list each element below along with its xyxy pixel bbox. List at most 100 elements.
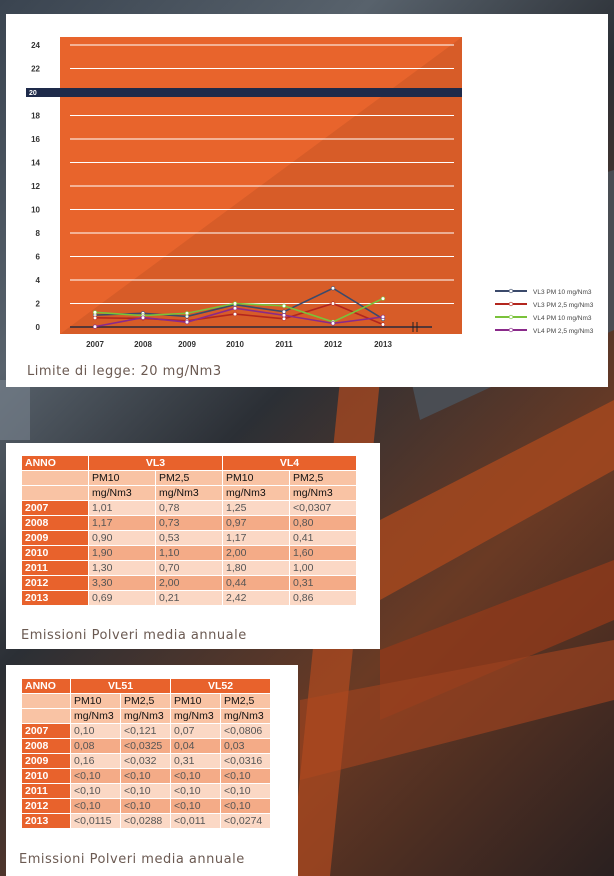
table-row: 2009 0,16 <0,032 0,31 <0,0316 bbox=[21, 753, 271, 769]
table-cell: <0,011 bbox=[170, 813, 221, 829]
table-cell: 0,04 bbox=[170, 738, 221, 754]
table-unit-header: mg/Nm3 bbox=[289, 485, 357, 501]
table-row: 2010 <0,10 <0,10 <0,10 <0,10 bbox=[21, 768, 271, 784]
table-cell: 0,70 bbox=[155, 560, 223, 576]
table-year: 2011 bbox=[21, 560, 89, 576]
x-tick-label: 2009 bbox=[178, 340, 196, 349]
table-year: 2013 bbox=[21, 590, 89, 606]
y-tick-label: 6 bbox=[36, 253, 41, 262]
data-point bbox=[232, 301, 238, 306]
table-year: 2012 bbox=[21, 798, 71, 814]
table-pm-header: PM10 bbox=[170, 693, 221, 709]
limit-label: 20 bbox=[29, 90, 37, 97]
table-cell: <0,10 bbox=[70, 783, 121, 799]
table-cell: 2,00 bbox=[222, 545, 290, 561]
table-row: 2008 0,08 <0,0325 0,04 0,03 bbox=[21, 738, 271, 754]
y-tick-label: 12 bbox=[31, 182, 40, 191]
table-pm-header: PM10 bbox=[88, 470, 156, 486]
table-row: 2012 <0,10 <0,10 <0,10 <0,10 bbox=[21, 798, 271, 814]
table-cell: <0,10 bbox=[120, 798, 171, 814]
table-blank-cell bbox=[21, 693, 71, 709]
table-cell: <0,032 bbox=[120, 753, 171, 769]
data-point bbox=[140, 315, 146, 320]
table-cell: 3,30 bbox=[88, 575, 156, 591]
table-year: 2013 bbox=[21, 813, 71, 829]
table-unit-header: mg/Nm3 bbox=[155, 485, 223, 501]
table-cell: <0,10 bbox=[170, 783, 221, 799]
legend-marker bbox=[508, 301, 514, 307]
table-cell: 1,17 bbox=[88, 515, 156, 531]
table-year: 2007 bbox=[21, 500, 89, 516]
table-cell: 0,21 bbox=[155, 590, 223, 606]
table-cell: 0,03 bbox=[220, 738, 271, 754]
table-pm-header: PM10 bbox=[70, 693, 121, 709]
table-header-group: VL51 bbox=[70, 678, 171, 694]
table1-card: ANNO VL3 VL4 PM10 PM2,5 PM10 PM2,5 mg/Nm… bbox=[6, 443, 380, 649]
table-cell: 1,80 bbox=[222, 560, 290, 576]
table-cell: <0,0274 bbox=[220, 813, 271, 829]
data-point bbox=[380, 314, 386, 319]
data-point bbox=[281, 309, 287, 314]
table-cell: 0,69 bbox=[88, 590, 156, 606]
table-cell: <0,0115 bbox=[70, 813, 121, 829]
table-unit-header: mg/Nm3 bbox=[222, 485, 290, 501]
table-row: 2010 1,90 1,10 2,00 1,60 bbox=[21, 545, 357, 561]
table-cell: <0,10 bbox=[220, 798, 271, 814]
table-row: 2012 3,30 2,00 0,44 0,31 bbox=[21, 575, 357, 591]
table-cell: 1,25 bbox=[222, 500, 290, 516]
x-tick-label: 2010 bbox=[226, 340, 244, 349]
legend-marker bbox=[508, 327, 514, 333]
table-blank-cell bbox=[21, 708, 71, 724]
table2-caption: Emissioni Polveri media annuale bbox=[19, 852, 245, 867]
data-point bbox=[92, 324, 98, 329]
table-cell: 2,42 bbox=[222, 590, 290, 606]
x-tick-label: 2012 bbox=[324, 340, 342, 349]
table-header-group: VL4 bbox=[222, 455, 357, 471]
data-point bbox=[92, 315, 98, 320]
data-point bbox=[232, 306, 238, 311]
emissions-table-vl3-vl4: ANNO VL3 VL4 PM10 PM2,5 PM10 PM2,5 mg/Nm… bbox=[21, 455, 357, 606]
table-cell: 1,60 bbox=[289, 545, 357, 561]
table-unit-header: mg/Nm3 bbox=[120, 708, 171, 724]
table-pm-header: PM10 bbox=[222, 470, 290, 486]
table2-card: ANNO VL51 VL52 PM10 PM2,5 PM10 PM2,5 mg/… bbox=[6, 665, 298, 876]
data-point bbox=[92, 310, 98, 315]
table-cell: <0,0325 bbox=[120, 738, 171, 754]
legend-marker bbox=[508, 314, 514, 320]
table-cell: <0,10 bbox=[170, 768, 221, 784]
table-cell: <0,0307 bbox=[289, 500, 357, 516]
x-tick-label: 2008 bbox=[134, 340, 152, 349]
data-point bbox=[184, 320, 190, 325]
table-year: 2011 bbox=[21, 783, 71, 799]
table-cell: 0,53 bbox=[155, 530, 223, 546]
table-year: 2007 bbox=[21, 723, 71, 739]
table-header-group: VL3 bbox=[88, 455, 223, 471]
table-unit-header: mg/Nm3 bbox=[220, 708, 271, 724]
x-tick-label: 2011 bbox=[275, 340, 293, 349]
table-pm-header: PM2,5 bbox=[120, 693, 171, 709]
table-year: 2008 bbox=[21, 738, 71, 754]
table-year: 2009 bbox=[21, 530, 89, 546]
table-cell: 1,17 bbox=[222, 530, 290, 546]
table-row: 2011 <0,10 <0,10 <0,10 <0,10 bbox=[21, 783, 271, 799]
table-unit-header: mg/Nm3 bbox=[88, 485, 156, 501]
table-row: 2013 <0,0115 <0,0288 <0,011 <0,0274 bbox=[21, 813, 271, 829]
data-point bbox=[281, 303, 287, 308]
data-point bbox=[330, 286, 336, 291]
table-cell: 0,80 bbox=[289, 515, 357, 531]
legend-marker bbox=[508, 288, 514, 294]
y-tick-label: 4 bbox=[36, 276, 41, 285]
table-cell: 0,86 bbox=[289, 590, 357, 606]
table-row: 2007 1,01 0,78 1,25 <0,0307 bbox=[21, 500, 357, 516]
table-pm-header: PM2,5 bbox=[220, 693, 271, 709]
table-cell: <0,10 bbox=[220, 783, 271, 799]
table-pm-header: PM2,5 bbox=[289, 470, 357, 486]
data-point bbox=[232, 311, 238, 317]
data-point bbox=[380, 296, 386, 301]
table-cell: 0,10 bbox=[70, 723, 121, 739]
table-cell: 0,73 bbox=[155, 515, 223, 531]
table-cell: 0,90 bbox=[88, 530, 156, 546]
data-point bbox=[330, 301, 336, 306]
table-cell: <0,0316 bbox=[220, 753, 271, 769]
legend-label: VL4 PM 2,5 mg/Nm3 bbox=[533, 328, 594, 335]
